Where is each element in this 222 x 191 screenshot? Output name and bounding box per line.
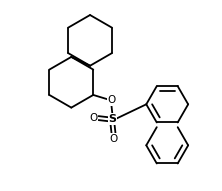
Text: O: O xyxy=(90,113,98,123)
Text: O: O xyxy=(109,134,118,144)
Text: O: O xyxy=(107,96,115,105)
Text: S: S xyxy=(109,114,117,124)
